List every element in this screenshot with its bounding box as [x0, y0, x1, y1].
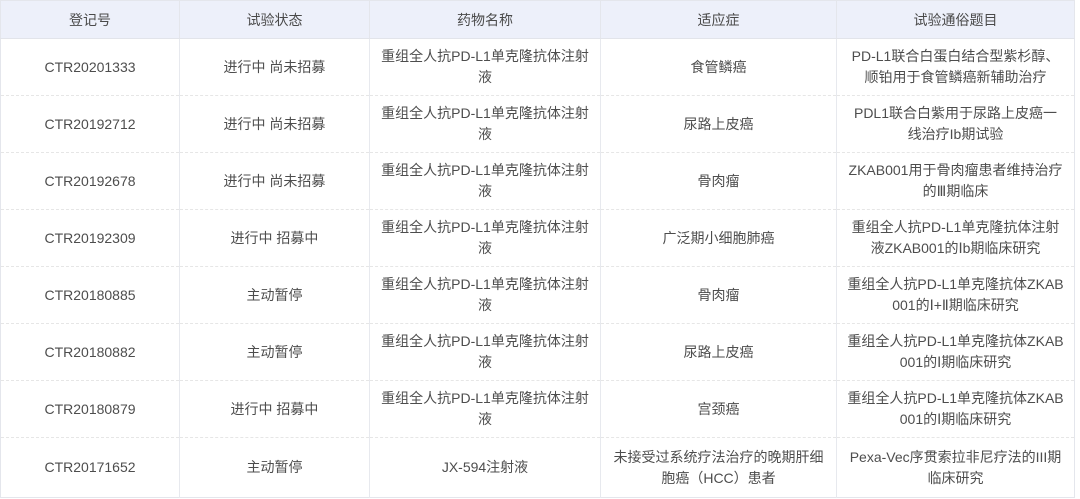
cell-registration-number: CTR20192678	[0, 152, 180, 210]
cell-trial-status: 主动暂停	[179, 437, 370, 498]
header-trial-title: 试验通俗题目	[836, 0, 1075, 39]
table-header-row: 登记号 试验状态 药物名称 适应症 试验通俗题目	[0, 0, 1075, 39]
cell-registration-number: CTR20180879	[0, 380, 180, 438]
cell-trial-title: ZKAB001用于骨肉瘤患者维持治疗的Ⅲ期临床	[836, 152, 1075, 210]
cell-indication: 广泛期小细胞肺癌	[600, 209, 837, 267]
cell-drug-name: 重组全人抗PD-L1单克隆抗体注射液	[369, 38, 601, 96]
cell-trial-status: 进行中 尚未招募	[179, 38, 370, 96]
table-row[interactable]: CTR20192712 进行中 尚未招募 重组全人抗PD-L1单克隆抗体注射液 …	[0, 95, 1075, 153]
cell-registration-number: CTR20171652	[0, 437, 180, 498]
header-indication: 适应症	[600, 0, 837, 39]
header-registration-number: 登记号	[0, 0, 180, 39]
cell-trial-status: 进行中 招募中	[179, 380, 370, 438]
cell-trial-status: 进行中 尚未招募	[179, 152, 370, 210]
table-row[interactable]: CTR20180879 进行中 招募中 重组全人抗PD-L1单克隆抗体注射液 宫…	[0, 380, 1075, 438]
cell-trial-title: PD-L1联合白蛋白结合型紫杉醇、顺铂用于食管鳞癌新辅助治疗	[836, 38, 1075, 96]
cell-indication: 尿路上皮癌	[600, 95, 837, 153]
cell-registration-number: CTR20201333	[0, 38, 180, 96]
cell-trial-title: PDL1联合白紫用于尿路上皮癌一线治疗Ib期试验	[836, 95, 1075, 153]
cell-drug-name: 重组全人抗PD-L1单克隆抗体注射液	[369, 380, 601, 438]
table-row[interactable]: CTR20201333 进行中 尚未招募 重组全人抗PD-L1单克隆抗体注射液 …	[0, 38, 1075, 96]
cell-drug-name: 重组全人抗PD-L1单克隆抗体注射液	[369, 266, 601, 324]
table-row[interactable]: CTR20180885 主动暂停 重组全人抗PD-L1单克隆抗体注射液 骨肉瘤 …	[0, 266, 1075, 324]
cell-trial-title: 重组全人抗PD-L1单克隆抗体ZKAB001的Ⅰ+Ⅱ期临床研究	[836, 266, 1075, 324]
cell-registration-number: CTR20180882	[0, 323, 180, 381]
cell-trial-title: 重组全人抗PD-L1单克隆抗体ZKAB001的Ⅰ期临床研究	[836, 380, 1075, 438]
table-row[interactable]: CTR20192678 进行中 尚未招募 重组全人抗PD-L1单克隆抗体注射液 …	[0, 152, 1075, 210]
header-trial-status: 试验状态	[179, 0, 370, 39]
cell-drug-name: 重组全人抗PD-L1单克隆抗体注射液	[369, 95, 601, 153]
cell-registration-number: CTR20192309	[0, 209, 180, 267]
cell-drug-name: 重组全人抗PD-L1单克隆抗体注射液	[369, 152, 601, 210]
cell-indication: 食管鳞癌	[600, 38, 837, 96]
cell-trial-status: 进行中 尚未招募	[179, 95, 370, 153]
cell-drug-name: JX-594注射液	[369, 437, 601, 498]
cell-registration-number: CTR20192712	[0, 95, 180, 153]
cell-trial-title: Pexa-Vec序贯索拉非尼疗法的III期临床研究	[836, 437, 1075, 498]
cell-indication: 未接受过系统疗法治疗的晚期肝细胞癌（HCC）患者	[600, 437, 837, 498]
cell-trial-status: 主动暂停	[179, 266, 370, 324]
cell-drug-name: 重组全人抗PD-L1单克隆抗体注射液	[369, 209, 601, 267]
cell-indication: 尿路上皮癌	[600, 323, 837, 381]
cell-indication: 骨肉瘤	[600, 266, 837, 324]
cell-registration-number: CTR20180885	[0, 266, 180, 324]
cell-drug-name: 重组全人抗PD-L1单克隆抗体注射液	[369, 323, 601, 381]
cell-trial-status: 主动暂停	[179, 323, 370, 381]
cell-indication: 骨肉瘤	[600, 152, 837, 210]
table-row[interactable]: CTR20180882 主动暂停 重组全人抗PD-L1单克隆抗体注射液 尿路上皮…	[0, 323, 1075, 381]
header-drug-name: 药物名称	[369, 0, 601, 39]
cell-trial-status: 进行中 招募中	[179, 209, 370, 267]
cell-indication: 宫颈癌	[600, 380, 837, 438]
cell-trial-title: 重组全人抗PD-L1单克隆抗体注射液ZKAB001的Ⅰb期临床研究	[836, 209, 1075, 267]
cell-trial-title: 重组全人抗PD-L1单克隆抗体ZKAB001的Ⅰ期临床研究	[836, 323, 1075, 381]
table-row[interactable]: CTR20171652 主动暂停 JX-594注射液 未接受过系统疗法治疗的晚期…	[0, 437, 1075, 498]
table-row[interactable]: CTR20192309 进行中 招募中 重组全人抗PD-L1单克隆抗体注射液 广…	[0, 209, 1075, 267]
